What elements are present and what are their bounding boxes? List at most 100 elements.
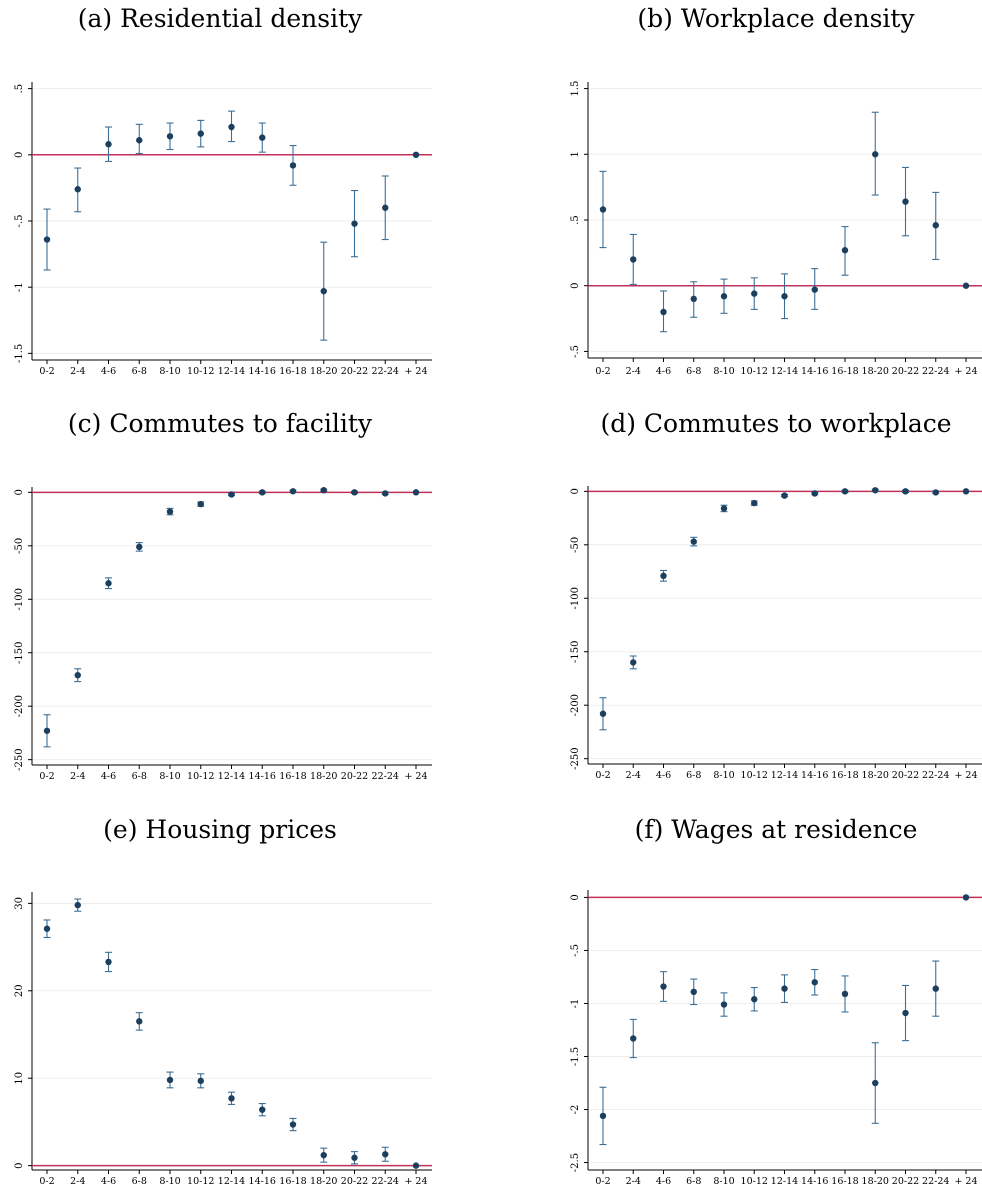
x-tick-label: 16-18 [831, 1176, 858, 1187]
x-tick-label: 12-14 [218, 366, 245, 377]
data-point [382, 204, 389, 211]
x-tick-label: 18-20 [862, 1176, 889, 1187]
data-point [872, 1079, 879, 1087]
data-point [228, 123, 235, 131]
y-tick-label: -.5 [570, 345, 581, 358]
x-tick-label: 0-2 [595, 770, 610, 781]
x-tick-label: 4-6 [101, 771, 116, 782]
x-tick-label: 18-20 [862, 366, 889, 377]
x-tick-label: 4-6 [101, 366, 116, 377]
x-tick-label: 20-22 [892, 770, 919, 781]
y-tick-label: 0 [570, 488, 581, 494]
x-tick-label: 6-8 [132, 1176, 147, 1187]
data-point [599, 710, 607, 717]
y-tick-label: 1.5 [570, 81, 581, 97]
data-point [781, 293, 788, 300]
panel-title: (c) Commutes to facility [68, 409, 373, 438]
x-tick-label: 12-14 [771, 1176, 798, 1187]
x-tick-label: 18-20 [310, 1176, 337, 1187]
y-tick-label: -150 [570, 640, 581, 662]
data-point [74, 901, 81, 909]
x-tick-label: 10-12 [187, 771, 214, 782]
data-point [720, 1001, 728, 1008]
y-tick-label: .5 [14, 84, 25, 94]
data-point [962, 282, 970, 289]
data-point [630, 659, 637, 666]
data-point [351, 489, 358, 496]
x-tick-label: 8-10 [159, 366, 180, 377]
panel-5: (f) Wages at residence 0 -.5 -1 -1.5 -2 -2.5 0-… [570, 815, 982, 1187]
y-tick-label: -200 [14, 695, 25, 717]
x-tick-label: 2-4 [626, 366, 641, 377]
x-tick-label: 4-6 [656, 366, 671, 377]
x-tick-label: 2-4 [626, 1176, 641, 1187]
x-tick-label: 10-12 [187, 366, 214, 377]
x-tick-label: 20-22 [341, 1176, 368, 1187]
y-tick-label: -100 [14, 588, 25, 610]
data-point [811, 490, 818, 497]
x-tick-label: 0-2 [595, 366, 610, 377]
data-point [43, 236, 51, 243]
y-tick-label: 0 [14, 489, 25, 495]
y-tick-label: 20 [14, 984, 25, 997]
data-point [690, 538, 697, 545]
data-point [105, 958, 112, 966]
y-tick-label: -50 [570, 537, 581, 553]
data-point [228, 491, 235, 498]
y-tick-label: 30 [14, 897, 25, 910]
x-tick-label: 10-12 [741, 770, 768, 781]
data-point [382, 490, 389, 497]
x-tick-label: 6-8 [686, 366, 701, 377]
data-point [289, 488, 297, 495]
panel-title: (b) Workplace density [637, 4, 915, 33]
x-tick-label: 4-6 [656, 1176, 671, 1187]
x-tick-label: 4-6 [101, 1176, 116, 1187]
y-tick-label: .5 [570, 215, 581, 225]
panel-4: (e) Housing prices 30 20 10 0 0-2 2-4 4-6 6-8 8-1… [14, 815, 432, 1187]
x-tick-label: 22-24 [372, 1176, 399, 1187]
panel-2: (c) Commutes to facility 0 -50 -100 -150 -200… [14, 409, 432, 782]
y-tick-label: 0 [570, 894, 581, 900]
data-point [841, 488, 849, 495]
data-point [289, 162, 297, 169]
x-tick-label: 10-12 [741, 366, 768, 377]
x-tick-label: + 24 [404, 1176, 427, 1187]
data-point [660, 572, 667, 580]
x-tick-label: 2-4 [70, 771, 85, 782]
data-point [197, 500, 204, 508]
data-point [43, 925, 51, 932]
data-point [197, 130, 204, 137]
x-tick-label: 20-22 [341, 771, 368, 782]
x-tick-label: + 24 [954, 770, 977, 781]
y-tick-label: -2 [570, 1105, 581, 1115]
data-point [841, 247, 849, 254]
y-tick-label: -1.5 [570, 1047, 581, 1066]
x-tick-label: 22-24 [922, 366, 949, 377]
data-point [74, 671, 81, 679]
x-tick-label: 14-16 [801, 366, 828, 377]
x-tick-label: 12-14 [218, 771, 245, 782]
x-tick-label: 8-10 [159, 1176, 180, 1187]
data-point [197, 1077, 204, 1085]
x-tick-label: 18-20 [310, 366, 337, 377]
panel-title: (d) Commutes to workplace [600, 409, 951, 438]
y-tick-label: -200 [570, 694, 581, 716]
data-point [811, 979, 818, 986]
data-point [630, 1035, 637, 1042]
data-point [902, 488, 909, 495]
y-tick-label: 10 [14, 1072, 25, 1085]
data-point [105, 141, 112, 148]
data-point [289, 1121, 297, 1128]
data-point [751, 996, 758, 1003]
data-point [43, 727, 51, 734]
x-tick-label: 16-18 [279, 771, 306, 782]
x-tick-label: 6-8 [686, 1176, 701, 1187]
y-tick-label: -1 [14, 282, 25, 292]
y-tick-label: 0 [14, 1162, 25, 1168]
data-point [690, 295, 697, 303]
data-point [136, 543, 143, 551]
data-point [962, 488, 970, 495]
data-point [166, 1076, 174, 1084]
y-tick-label: 0 [14, 152, 25, 158]
